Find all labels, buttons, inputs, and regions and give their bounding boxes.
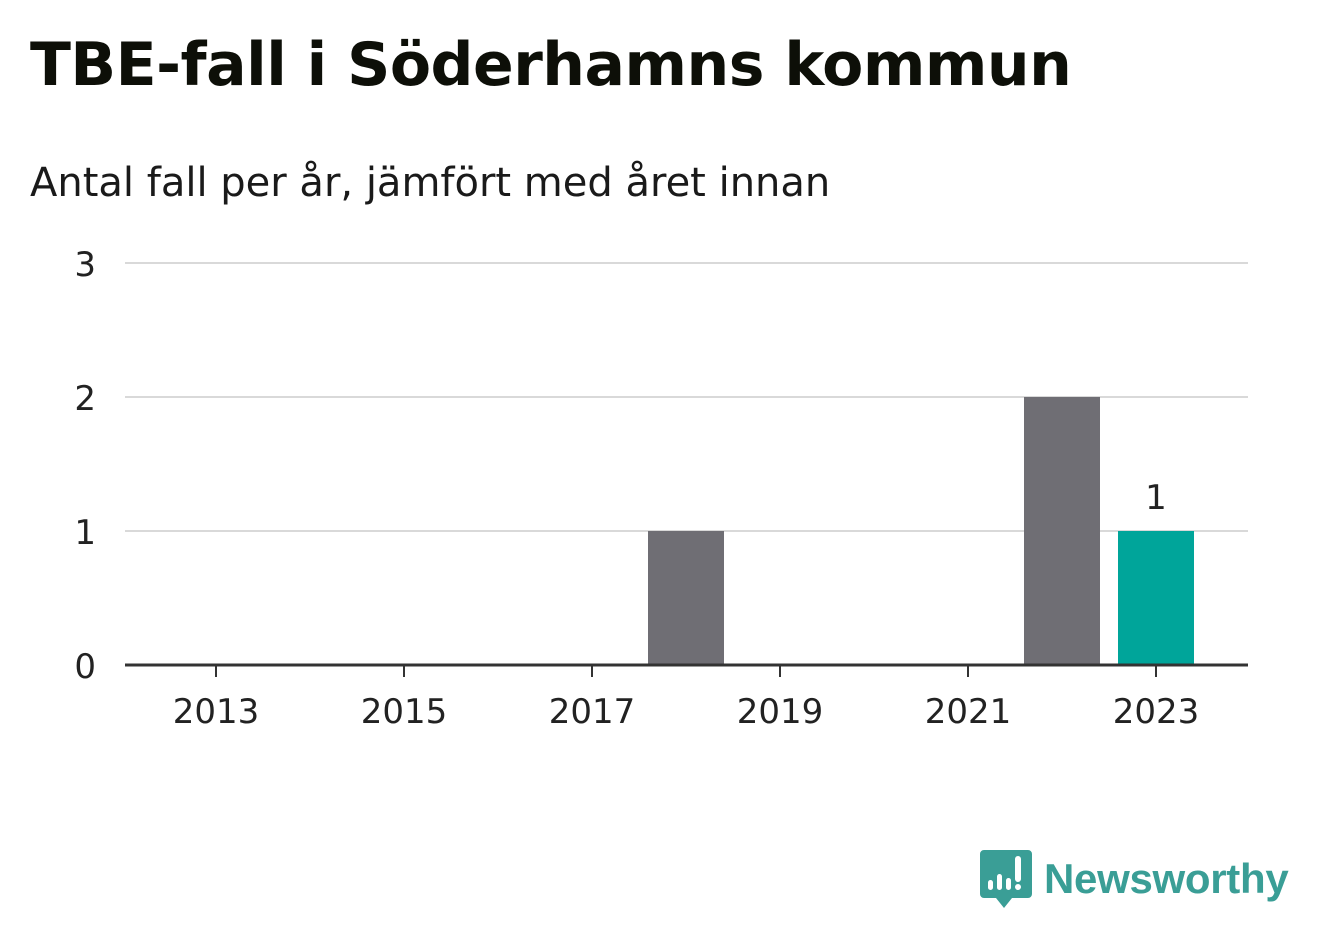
chart-subtitle: Antal fall per år, jämfört med året inna… bbox=[30, 160, 831, 206]
x-tick-label: 2019 bbox=[737, 692, 824, 732]
data-label: 1 bbox=[1145, 478, 1167, 518]
x-tick-label: 2023 bbox=[1113, 692, 1200, 732]
y-tick-label: 3 bbox=[74, 245, 96, 285]
y-tick-label: 0 bbox=[74, 647, 96, 687]
bar-highlight bbox=[1118, 531, 1194, 665]
y-tick-label: 2 bbox=[74, 379, 96, 419]
x-tick-label: 2021 bbox=[925, 692, 1012, 732]
bar bbox=[1024, 397, 1100, 665]
chart-bubble-icon bbox=[980, 850, 1032, 908]
y-tick-label: 1 bbox=[74, 513, 96, 553]
x-tick-label: 2013 bbox=[173, 692, 260, 732]
chart-title: TBE-fall i Söderhamns kommun bbox=[30, 30, 1072, 100]
newsworthy-logo: Newsworthy bbox=[980, 848, 1289, 910]
x-tick-label: 2017 bbox=[549, 692, 636, 732]
x-tick-label: 2015 bbox=[361, 692, 448, 732]
bar bbox=[648, 531, 724, 665]
brand-name: Newsworthy bbox=[1044, 855, 1289, 902]
